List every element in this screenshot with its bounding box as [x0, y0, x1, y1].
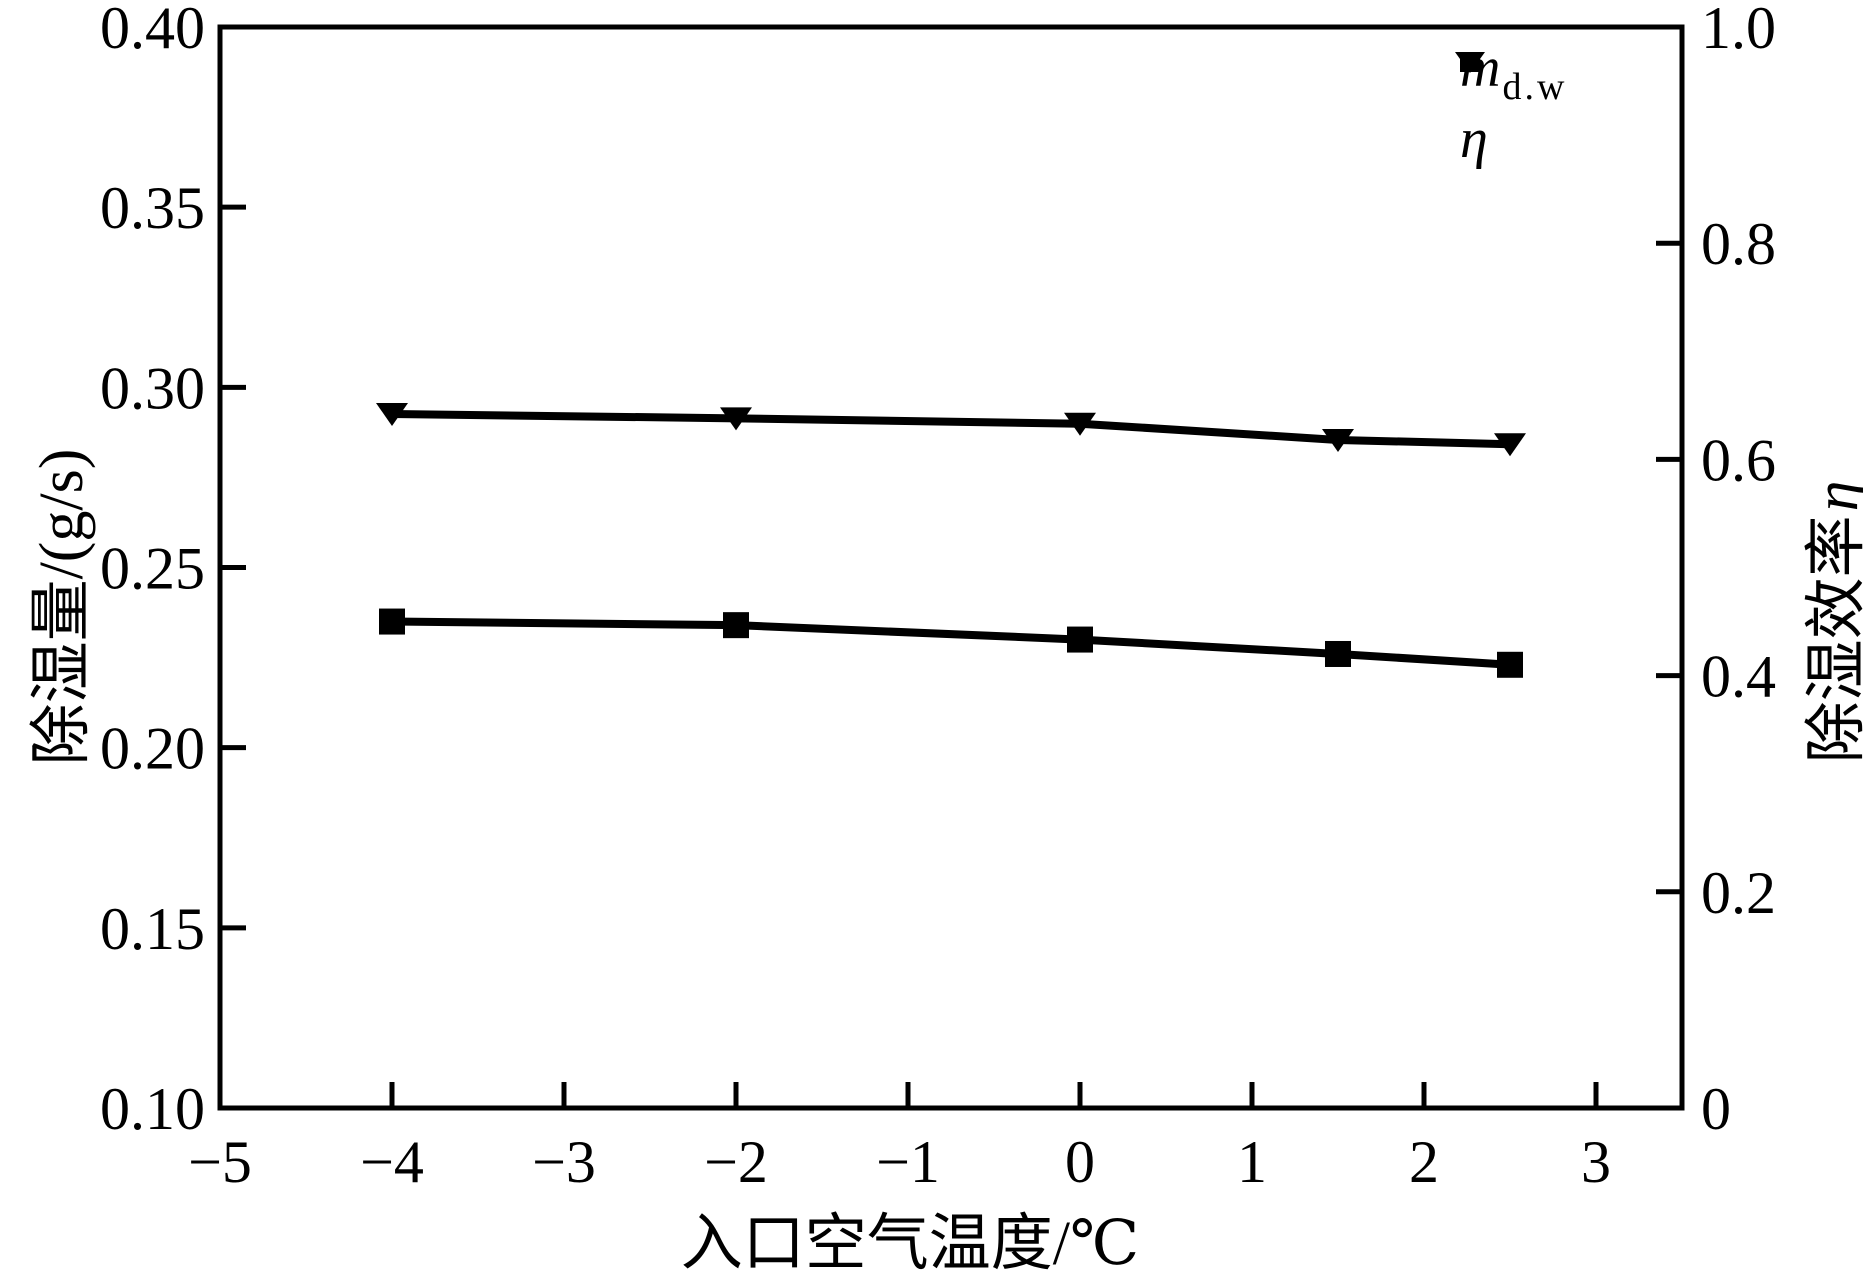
data-point-triangle-eta [1322, 428, 1354, 452]
triangle-down-marker-icon [1455, 52, 1485, 73]
data-point-square-mdw [723, 612, 749, 639]
x-axis-tick-label: −5 [188, 1129, 252, 1195]
legend-label-eta: η [1460, 111, 1488, 167]
data-point-square-mdw [1497, 651, 1523, 678]
x-axis-title: 入口空气温度/℃ [680, 1210, 1140, 1277]
data-point-triangle-eta [1064, 412, 1096, 436]
legend-label-eta-symbol: η [1460, 108, 1488, 170]
left-axis-tick-label: 0.30 [100, 355, 205, 421]
left-axis-tick-label: 0.35 [100, 175, 205, 241]
x-axis-tick-label: −2 [704, 1129, 768, 1195]
legend-label-mdw: md.w [1460, 40, 1567, 106]
left-axis-tick-label: 0.15 [100, 896, 205, 962]
right-axis-tick-label: 0.8 [1701, 211, 1776, 277]
right-axis-tick-label: 0.2 [1701, 860, 1776, 926]
plot-border [217, 24, 1685, 1111]
right-axis-tick-label: 0.4 [1701, 644, 1776, 710]
left-axis-tick-label: 0.40 [100, 0, 205, 61]
legend-item-eta: η [1448, 52, 1567, 172]
x-axis-tick-label: 1 [1237, 1129, 1267, 1195]
left-axis-tick-label: 0.20 [100, 716, 205, 782]
data-point-triangle-eta [376, 402, 408, 426]
x-axis-tick-label: −1 [876, 1129, 940, 1195]
data-point-triangle-eta [1494, 433, 1526, 457]
data-point-square-mdw [1067, 626, 1093, 653]
legend: md.w η [1448, 40, 1567, 172]
x-axis-tick-label: −4 [360, 1129, 424, 1195]
data-point-square-mdw [1325, 640, 1351, 667]
left-axis-title: 除湿量/(g/s) [28, 448, 96, 766]
data-point-triangle-eta [720, 407, 752, 431]
left-axis-tick-label: 0.10 [100, 1076, 205, 1142]
x-axis-tick-label: 3 [1581, 1129, 1611, 1195]
left-axis-tick-label: 0.25 [100, 536, 205, 602]
legend-label-mdw-subscript: d.w [1502, 66, 1568, 109]
right-axis-title-symbol: η [1803, 481, 1863, 512]
right-axis-tick-label: 0 [1701, 1076, 1731, 1142]
right-axis-title-text: 除湿效率 [1803, 515, 1863, 764]
right-axis-title: 除湿效率η [1785, 481, 1863, 764]
x-axis-tick-label: −3 [532, 1129, 596, 1195]
x-axis-tick-label: 2 [1409, 1129, 1439, 1195]
x-axis-tick-label: 0 [1065, 1129, 1095, 1195]
legend-item-mdw: md.w [1448, 40, 1567, 106]
data-point-square-mdw [379, 608, 405, 635]
right-axis-tick-label: 0.6 [1701, 427, 1776, 493]
right-axis-tick-label: 1.0 [1701, 0, 1776, 61]
